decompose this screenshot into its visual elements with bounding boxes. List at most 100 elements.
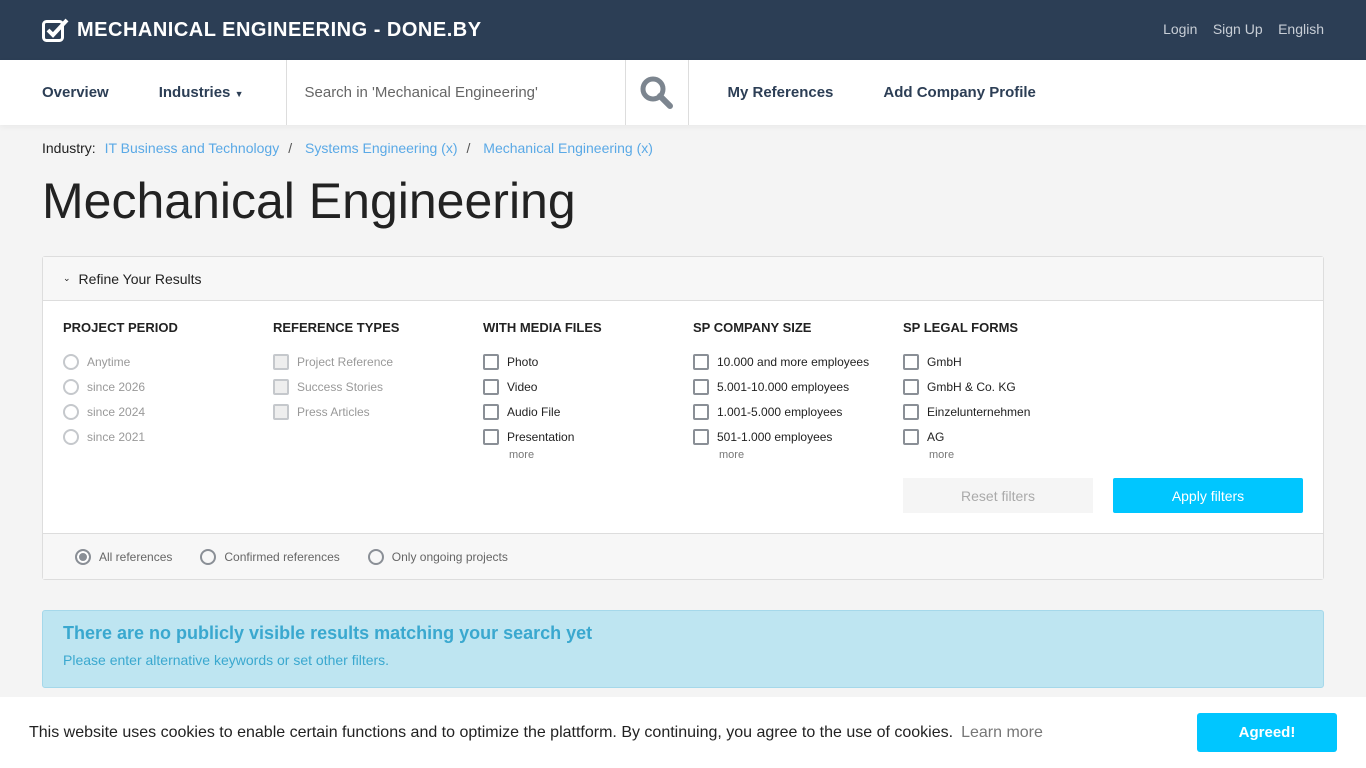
signup-link[interactable]: Sign Up xyxy=(1212,21,1263,37)
login-link[interactable]: Login xyxy=(1163,21,1198,37)
option-label: Project Reference xyxy=(297,354,394,369)
filter-group: SP LEGAL FORMS GmbH GmbH & Co. KG Einzelunt… xyxy=(903,320,1113,461)
radio[interactable] xyxy=(63,378,79,395)
scope-label: Confirmed references xyxy=(224,549,340,564)
alert-title: There are no publicly visible results ma… xyxy=(63,623,593,643)
filter-option[interactable]: 10.000 and more employees xyxy=(693,349,903,374)
language-link[interactable]: English xyxy=(1278,21,1324,37)
option-label: since 2024 xyxy=(87,404,146,419)
breadcrumb-link[interactable]: Systems Engineering (x) xyxy=(304,140,458,156)
filter-option[interactable]: 501-1.000 employees xyxy=(693,424,903,449)
checkbox[interactable] xyxy=(903,378,919,395)
nav-my-references[interactable]: My References xyxy=(727,84,834,101)
filter-option[interactable]: AG xyxy=(903,424,1113,449)
checkbox[interactable] xyxy=(693,428,709,445)
filter-option: since 2024 xyxy=(63,399,273,424)
checkbox[interactable] xyxy=(693,353,709,370)
filter-option[interactable]: GmbH xyxy=(903,349,1113,374)
radio[interactable] xyxy=(200,548,217,565)
breadcrumb-link[interactable]: Mechanical Engineering (x) xyxy=(483,140,653,156)
checkbox[interactable] xyxy=(903,353,919,370)
scope-confirmed[interactable]: Confirmed references xyxy=(200,548,340,565)
option-label: Video xyxy=(507,379,538,394)
filter-group-title: SP COMPANY SIZE xyxy=(693,320,812,335)
radio[interactable] xyxy=(63,428,79,445)
filter-option[interactable]: Audio File xyxy=(483,399,693,424)
option-label: since 2021 xyxy=(87,429,146,444)
nav-industries[interactable]: Industries ▼ xyxy=(159,84,244,101)
option-label: Press Articles xyxy=(297,404,370,419)
option-label: 501-1.000 employees xyxy=(717,429,833,444)
scope-label: Only ongoing projects xyxy=(391,549,508,564)
filter-option[interactable]: 5.001-10.000 employees xyxy=(693,374,903,399)
breadcrumb-link[interactable]: IT Business and Technology xyxy=(104,140,280,156)
option-label: Presentation xyxy=(507,429,575,444)
search-icon xyxy=(640,76,673,109)
radio[interactable] xyxy=(63,353,79,370)
filter-option[interactable]: 1.001-5.000 employees xyxy=(693,399,903,424)
search-input[interactable]: Search in 'Mechanical Engineering' xyxy=(285,60,625,125)
chevron-down-icon: ⌄ xyxy=(63,273,71,283)
option-label: 10.000 and more employees xyxy=(717,354,870,369)
search-button[interactable] xyxy=(624,60,689,125)
option-label: 5.001-10.000 employees xyxy=(717,379,850,394)
filter-group: SP COMPANY SIZE 10.000 and more employees… xyxy=(693,320,903,461)
radio-selected[interactable] xyxy=(75,548,91,565)
radio[interactable] xyxy=(63,403,79,420)
checkbox[interactable] xyxy=(483,353,499,370)
filter-group-title: WITH MEDIA FILES xyxy=(483,320,602,335)
filter-group: WITH MEDIA FILES Photo Video Audio File Pres… xyxy=(483,320,693,461)
nav-overview[interactable]: Overview xyxy=(42,84,109,101)
no-results-alert: There are no publicly visible results ma… xyxy=(42,610,1324,688)
scope-all[interactable]: All references xyxy=(75,548,173,565)
cookie-text: This website uses cookies to enable cert… xyxy=(29,723,954,741)
breadcrumb-label: Industry: xyxy=(42,140,96,156)
cookie-banner: This website uses cookies to enable cert… xyxy=(0,697,1366,768)
more-link[interactable]: more xyxy=(509,449,535,461)
filter-option: Anytime xyxy=(63,349,273,374)
option-label: Anytime xyxy=(87,354,131,369)
caret-down-icon: ▼ xyxy=(234,89,244,99)
filter-panel: ⌄ Refine Your Results PROJECT PERIOD Anyti… xyxy=(42,256,1324,580)
checkbox[interactable] xyxy=(273,378,289,395)
filter-option: since 2021 xyxy=(63,424,273,449)
page-title: Mechanical Engineering xyxy=(42,173,576,229)
option-label: 1.001-5.000 employees xyxy=(717,404,843,419)
checkbox[interactable] xyxy=(273,403,289,420)
checkbox[interactable] xyxy=(483,428,499,445)
filter-option[interactable]: Photo xyxy=(483,349,693,374)
checkbox[interactable] xyxy=(273,353,289,370)
checkbox[interactable] xyxy=(483,403,499,420)
checkbox[interactable] xyxy=(483,378,499,395)
checkbox[interactable] xyxy=(903,403,919,420)
more-link[interactable]: more xyxy=(719,449,745,461)
filter-option[interactable]: Einzelunternehmen xyxy=(903,399,1113,424)
filter-option[interactable]: GmbH & Co. KG xyxy=(903,374,1113,399)
scope-ongoing[interactable]: Only ongoing projects xyxy=(367,548,508,565)
filter-group: REFERENCE TYPES Project Reference Success … xyxy=(273,320,483,424)
brand-logo[interactable]: MECHANICAL ENGINEERING - DONE.BY xyxy=(42,18,482,42)
filter-option[interactable]: Video xyxy=(483,374,693,399)
apply-filters-button[interactable]: Apply filters xyxy=(1113,478,1303,513)
alert-text: Please enter alternative keywords or set… xyxy=(63,652,390,668)
learn-more-link[interactable]: Learn more xyxy=(961,723,1043,741)
checkbox[interactable] xyxy=(693,378,709,395)
agree-button[interactable]: Agreed! xyxy=(1197,713,1337,752)
checkbox[interactable] xyxy=(903,428,919,445)
reset-filters-button[interactable]: Reset filters xyxy=(903,478,1093,513)
nav-add-company-profile[interactable]: Add Company Profile xyxy=(883,84,1036,101)
top-bar: MECHANICAL ENGINEERING - DONE.BY Login S… xyxy=(0,0,1366,60)
option-label: GmbH xyxy=(927,354,962,369)
filter-option[interactable]: Presentation xyxy=(483,424,693,449)
refine-label: Refine Your Results xyxy=(78,270,202,287)
refine-toggle[interactable]: ⌄ Refine Your Results xyxy=(43,257,1323,301)
radio[interactable] xyxy=(367,548,384,565)
breadcrumb: Industry: IT Business and Technology / Sy… xyxy=(42,140,653,156)
scope-label: All references xyxy=(99,549,173,564)
checkbox[interactable] xyxy=(693,403,709,420)
separator: / xyxy=(288,140,293,156)
filter-group-title: REFERENCE TYPES xyxy=(273,320,400,335)
filter-option: since 2026 xyxy=(63,374,273,399)
option-label: Success Stories xyxy=(297,379,384,394)
more-link[interactable]: more xyxy=(929,449,955,461)
